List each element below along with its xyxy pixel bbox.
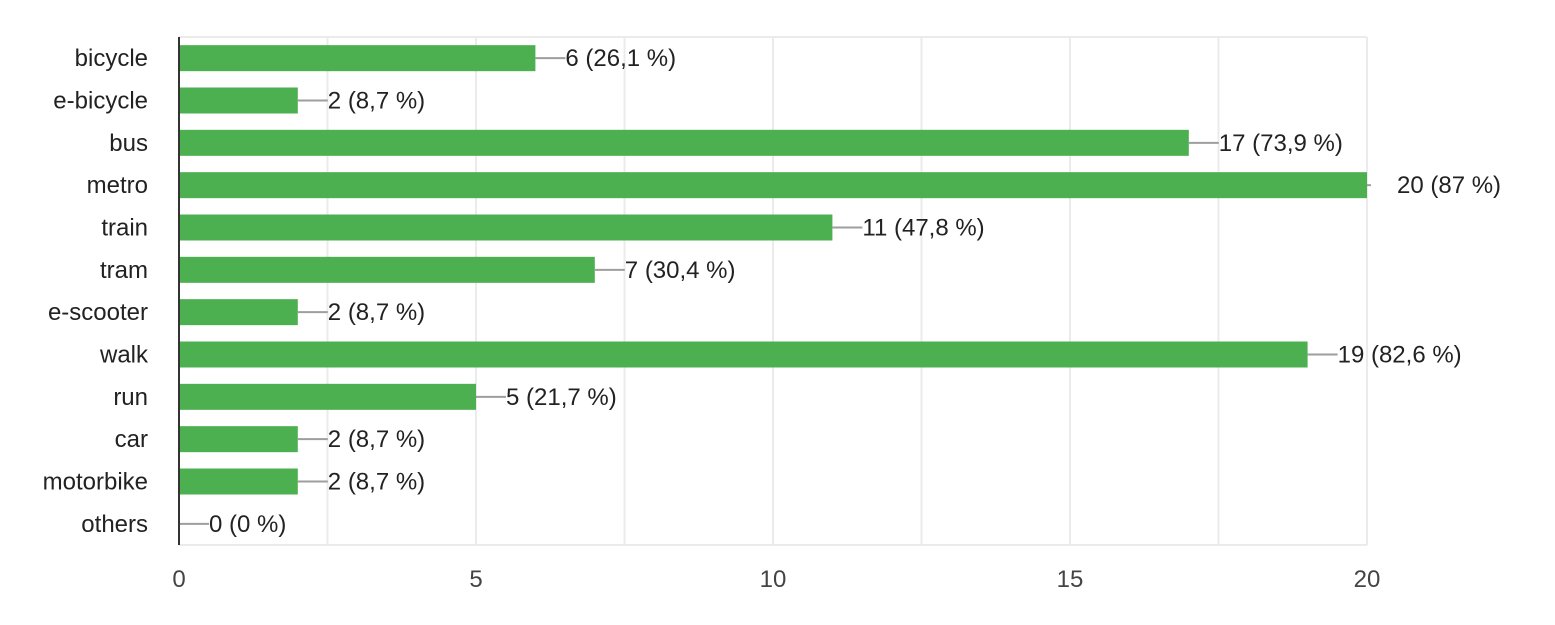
category-label: tram bbox=[100, 257, 148, 284]
bar-tram bbox=[179, 256, 595, 283]
data-label: 5 (21,7 %) bbox=[506, 384, 617, 411]
category-label: e-bicycle bbox=[53, 88, 148, 115]
x-tick-label: 20 bbox=[1354, 566, 1381, 593]
category-label: metro bbox=[87, 172, 148, 199]
bar-bus bbox=[179, 129, 1189, 156]
category-label: bicycle bbox=[75, 45, 148, 72]
x-tick-label: 10 bbox=[760, 566, 787, 593]
bar-car bbox=[179, 426, 298, 453]
data-label: 6 (26,1 %) bbox=[565, 45, 676, 72]
bar-e-scooter bbox=[179, 299, 298, 326]
data-label: 2 (8,7 %) bbox=[328, 299, 425, 326]
bar-e-bicycle bbox=[179, 87, 298, 114]
category-label: motorbike bbox=[43, 469, 148, 496]
category-label: bus bbox=[109, 130, 148, 157]
data-label: 2 (8,7 %) bbox=[328, 88, 425, 115]
bar-motorbike bbox=[179, 468, 298, 495]
x-tick-label: 0 bbox=[172, 566, 185, 593]
data-label: 2 (8,7 %) bbox=[328, 426, 425, 453]
category-label: others bbox=[81, 511, 148, 538]
bar-train bbox=[179, 214, 833, 241]
category-label: car bbox=[115, 426, 148, 453]
data-label: 20 (87 %) bbox=[1397, 172, 1501, 199]
data-label: 7 (30,4 %) bbox=[625, 257, 736, 284]
category-label: run bbox=[113, 384, 148, 411]
data-label: 0 (0 %) bbox=[209, 511, 286, 538]
data-label: 11 (47,8 %) bbox=[862, 215, 984, 242]
category-label: train bbox=[101, 215, 148, 242]
x-tick-label: 5 bbox=[469, 566, 482, 593]
category-label: e-scooter bbox=[48, 299, 148, 326]
bar-walk bbox=[179, 341, 1308, 368]
bar-metro bbox=[179, 172, 1367, 199]
bar-run bbox=[179, 383, 476, 410]
bar-bicycle bbox=[179, 45, 536, 72]
x-tick-label: 15 bbox=[1057, 566, 1084, 593]
data-label: 17 (73,9 %) bbox=[1219, 130, 1343, 157]
data-label: 2 (8,7 %) bbox=[328, 469, 425, 496]
category-label: walk bbox=[99, 342, 149, 369]
data-label: 19 (82,6 %) bbox=[1338, 342, 1462, 369]
